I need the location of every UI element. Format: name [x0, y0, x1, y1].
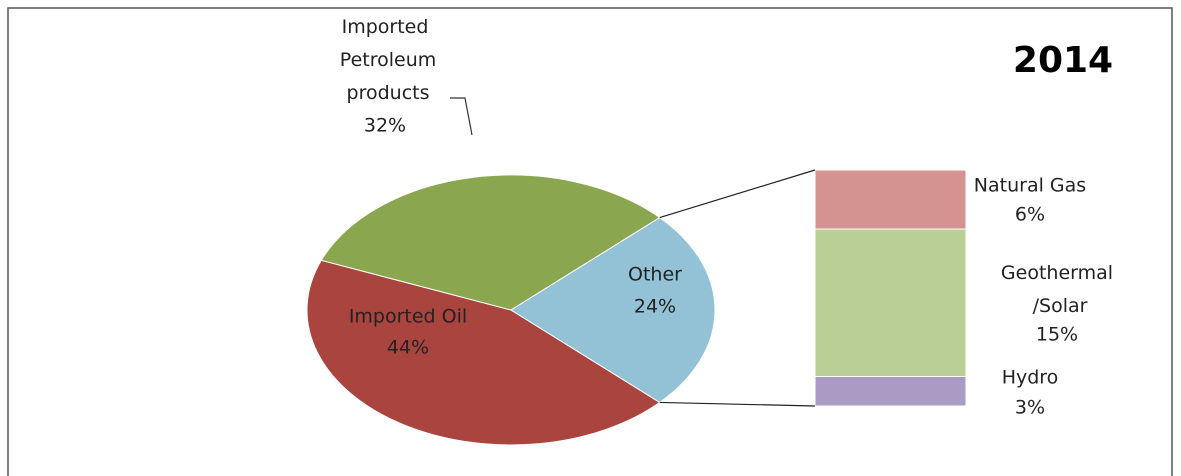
- breakdown-value-label: 3%: [1015, 397, 1045, 419]
- frame: [7, 7, 1173, 476]
- breakdown-label: Geothermal /Solar: [1001, 262, 1113, 317]
- slice-value-label: 32%: [364, 115, 406, 137]
- slice-value-label: 44%: [387, 337, 429, 359]
- pie-slice: [306, 259, 661, 446]
- chart-title: 2014: [1013, 40, 1113, 81]
- breakdown-value-label: 6%: [1015, 204, 1045, 226]
- breakdown-bar: [814, 169, 967, 230]
- breakdown-label: Hydro: [1002, 367, 1059, 389]
- slice-label: Imported Oil: [349, 306, 467, 328]
- breakdown-value-label: 15%: [1036, 324, 1078, 346]
- breakdown-label: Natural Gas: [974, 175, 1086, 197]
- breakdown-bar: [814, 376, 967, 407]
- leader-line: [450, 97, 473, 136]
- pie-slice: [320, 174, 661, 311]
- connector-line: [659, 401, 816, 407]
- slice-label: Imported Petroleum products: [334, 16, 437, 104]
- slice-value-label: 24%: [634, 296, 676, 318]
- breakdown-bar: [814, 228, 967, 377]
- pie-slice: [510, 216, 716, 404]
- connector-line: [659, 169, 816, 219]
- slice-label: Other: [628, 264, 682, 286]
